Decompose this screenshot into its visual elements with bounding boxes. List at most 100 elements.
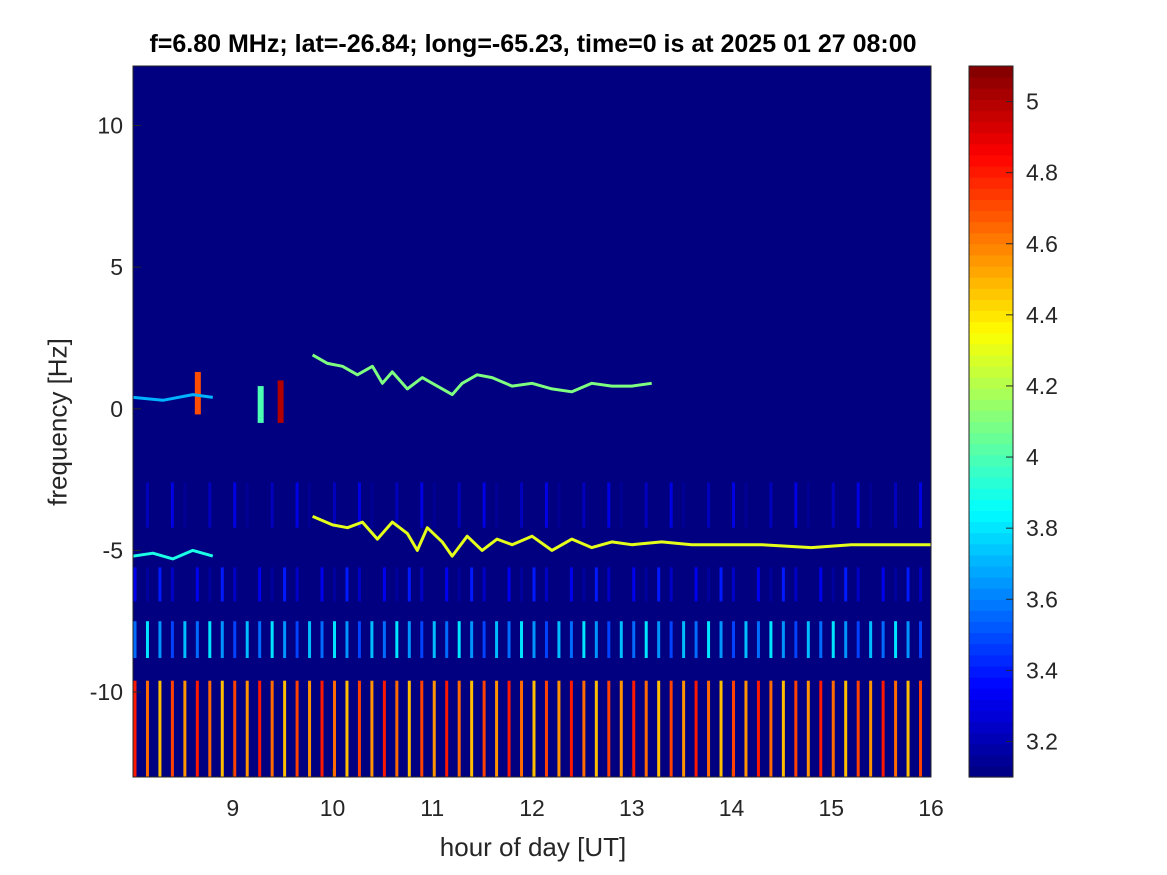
periodic-column-band <box>283 680 287 777</box>
periodic-column-band <box>769 567 773 602</box>
periodic-column-band <box>332 567 336 602</box>
plot-area <box>133 66 931 777</box>
periodic-column-band <box>707 621 711 659</box>
periodic-column-band <box>806 621 810 659</box>
colorbar-segment <box>969 310 1013 323</box>
periodic-column-band <box>133 567 137 602</box>
periodic-column-band <box>270 680 274 777</box>
periodic-column-band <box>183 482 187 528</box>
periodic-column-band <box>719 482 723 528</box>
colorbar-segment <box>969 421 1013 434</box>
periodic-column-band <box>619 567 623 602</box>
colorbar-segment <box>969 277 1013 289</box>
colorbar-segment <box>969 354 1013 367</box>
periodic-column-band <box>320 482 324 528</box>
periodic-column-band <box>919 680 923 777</box>
periodic-column-band <box>332 680 336 777</box>
periodic-column-band <box>145 567 149 602</box>
spectrogram-content <box>133 353 931 777</box>
periodic-column-band <box>270 567 274 602</box>
colorbar-segment <box>969 432 1013 445</box>
periodic-column-band <box>158 621 162 659</box>
periodic-column-band <box>445 567 449 602</box>
periodic-column-band <box>482 621 486 659</box>
periodic-column-band <box>195 482 199 528</box>
periodic-column-band <box>844 567 848 602</box>
periodic-column-band <box>831 482 835 528</box>
periodic-column-band <box>806 482 810 528</box>
periodic-column-band <box>894 482 898 528</box>
periodic-column-band <box>557 567 561 602</box>
periodic-column-band <box>270 621 274 659</box>
colorbar-segment <box>969 554 1013 567</box>
periodic-column-band <box>432 567 436 602</box>
periodic-column-band <box>345 567 349 602</box>
colorbar-segment <box>969 588 1013 600</box>
periodic-column-band <box>607 680 611 777</box>
periodic-column-band <box>682 482 686 528</box>
colorbar-tick-label: 4.4 <box>1026 302 1058 328</box>
periodic-column-band <box>233 680 237 777</box>
doppler-trace <box>133 548 214 561</box>
periodic-column-band <box>532 482 536 528</box>
periodic-column-band <box>781 680 785 777</box>
periodic-column-band <box>507 680 511 777</box>
periodic-column-band <box>345 680 349 777</box>
colorbar-segment <box>969 521 1013 534</box>
periodic-column-band <box>532 680 536 777</box>
periodic-column-band <box>569 567 573 602</box>
periodic-column-band <box>906 567 910 602</box>
periodic-column-band <box>532 567 536 602</box>
periodic-column-band <box>482 680 486 777</box>
periodic-column-band <box>407 567 411 602</box>
colorbar-segment <box>969 343 1013 356</box>
periodic-column-band <box>881 482 885 528</box>
periodic-column-band <box>594 621 598 659</box>
periodic-column-band <box>619 482 623 528</box>
colorbar-tick-label: 4.6 <box>1026 231 1058 257</box>
periodic-column-band <box>170 621 174 659</box>
colorbar-segment <box>969 154 1013 167</box>
periodic-column-band <box>370 621 374 659</box>
periodic-column-band <box>133 621 137 659</box>
periodic-column-band <box>170 680 174 777</box>
colorbar-segment <box>969 288 1013 300</box>
periodic-column-band <box>881 567 885 602</box>
periodic-column-band <box>520 680 524 777</box>
periodic-column-band <box>457 482 461 528</box>
periodic-column-band <box>744 567 748 602</box>
periodic-column-band <box>794 621 798 659</box>
periodic-column-band <box>345 482 349 528</box>
periodic-column-band <box>133 680 137 777</box>
periodic-column-band <box>844 621 848 659</box>
periodic-column-band <box>520 567 524 602</box>
periodic-column-band <box>682 680 686 777</box>
periodic-column-band <box>170 482 174 528</box>
periodic-column-band <box>432 680 436 777</box>
periodic-column-band <box>495 567 499 602</box>
periodic-column-band <box>382 680 386 777</box>
periodic-column-band <box>894 680 898 777</box>
periodic-column-band <box>769 621 773 659</box>
colorbar-segment <box>969 532 1013 545</box>
colorbar-segment <box>969 543 1013 556</box>
periodic-column-band <box>919 482 923 528</box>
y-tick-label: -5 <box>103 537 123 563</box>
periodic-column-band <box>856 567 860 602</box>
colorbar-segment <box>969 710 1013 723</box>
colorbar-segment <box>969 321 1013 334</box>
periodic-column-band <box>145 680 149 777</box>
x-tick-label: 11 <box>420 795 444 821</box>
periodic-column-band <box>756 482 760 528</box>
periodic-column-band <box>208 680 212 777</box>
colorbar-tick-label: 4.2 <box>1026 373 1058 399</box>
periodic-column-band <box>183 567 187 602</box>
periodic-column-band <box>295 482 299 528</box>
periodic-column-band <box>283 567 287 602</box>
periodic-column-band <box>756 567 760 602</box>
periodic-column-band <box>457 680 461 777</box>
colorbar-tick-label: 5 <box>1026 89 1039 115</box>
periodic-column-band <box>632 567 636 602</box>
periodic-column-band <box>806 680 810 777</box>
